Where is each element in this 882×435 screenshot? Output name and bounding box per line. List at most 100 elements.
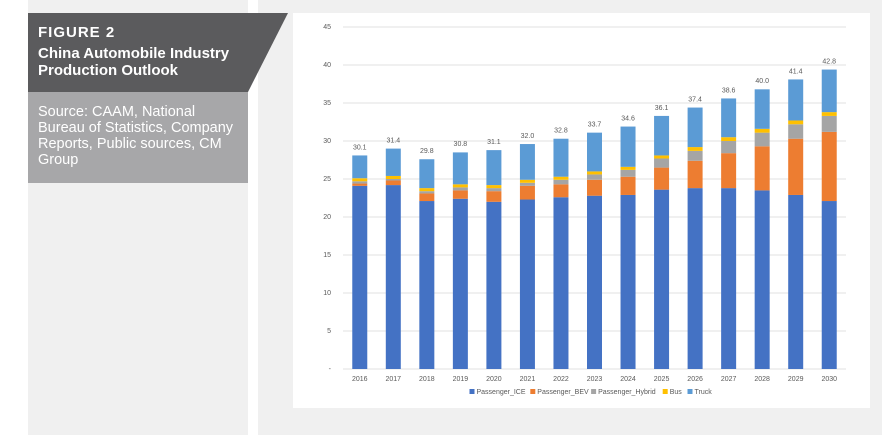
bar-segment — [519, 185, 535, 200]
x-tick-label: 2020 — [486, 376, 502, 383]
total-label: 37.4 — [688, 96, 702, 103]
bar-segment — [687, 107, 703, 148]
bar-segment — [754, 132, 770, 147]
bar-segment — [486, 191, 502, 202]
bar-segment — [788, 79, 804, 121]
legend-swatch — [591, 389, 597, 394]
bar-segment — [419, 191, 435, 194]
bar-segment — [721, 137, 737, 141]
bar-segment — [788, 124, 804, 139]
x-tick-label: 2025 — [654, 376, 670, 383]
bar-segment — [553, 176, 569, 180]
source-box — [28, 92, 248, 183]
bar-segment — [519, 199, 535, 369]
bar-segment — [620, 194, 636, 369]
legend-label: Passenger_ICE — [477, 389, 526, 396]
bar-segment — [654, 115, 670, 156]
legend-label: Truck — [695, 389, 713, 396]
legend-label: Bus — [670, 389, 683, 396]
bar-segment — [687, 147, 703, 151]
total-label: 40.0 — [755, 78, 769, 85]
bar-segment — [721, 98, 737, 138]
bar-segment — [654, 158, 670, 168]
bar-segment — [352, 183, 368, 186]
legend-swatch — [662, 389, 668, 394]
bar-segment — [821, 112, 837, 116]
bar-segment — [687, 188, 703, 369]
x-tick-label: 2021 — [520, 376, 536, 383]
bar-segment — [486, 185, 502, 189]
bar-segment — [620, 169, 636, 177]
bar-segment — [687, 150, 703, 161]
bar-segment — [620, 166, 636, 170]
x-tick-label: 2027 — [721, 376, 737, 383]
x-tick-label: 2024 — [620, 376, 636, 383]
total-label: 42.8 — [822, 58, 836, 65]
x-tick-label: 2017 — [386, 376, 402, 383]
x-tick-label: 2029 — [788, 376, 804, 383]
y-tick-label: 20 — [323, 214, 331, 221]
y-tick-label: - — [329, 366, 332, 373]
bar-segment — [553, 184, 569, 198]
y-tick-label: 25 — [323, 176, 331, 183]
bar-segment — [721, 188, 737, 369]
bar-segment — [352, 178, 368, 182]
bar-segment — [587, 195, 602, 369]
bar-segment — [821, 201, 837, 369]
total-label: 31.1 — [487, 139, 501, 146]
bar-segment — [587, 179, 602, 196]
bar-segment — [519, 144, 535, 180]
total-label: 32.0 — [521, 133, 535, 140]
bar-segment — [452, 184, 468, 188]
bar-segment — [654, 155, 670, 159]
x-tick-label: 2016 — [352, 376, 368, 383]
bar-segment — [419, 188, 435, 192]
bar-segment — [821, 131, 837, 202]
bar-segment — [486, 188, 502, 192]
bar-segment — [452, 198, 468, 369]
y-tick-label: 45 — [323, 24, 331, 31]
total-label: 29.8 — [420, 148, 434, 155]
x-tick-label: 2023 — [587, 376, 603, 383]
legend-swatch — [530, 389, 536, 394]
bar-segment — [385, 175, 401, 179]
source-text: Source: CAAM, National Bureau of Statist… — [38, 104, 234, 168]
bar-segment — [620, 126, 636, 167]
y-tick-label: 10 — [323, 290, 331, 297]
bar-segment — [553, 179, 569, 185]
x-tick-label: 2028 — [754, 376, 770, 383]
bar-segment — [519, 182, 535, 186]
bar-segment — [385, 148, 401, 176]
bar-segment — [687, 160, 703, 189]
bar-segment — [419, 159, 435, 189]
bar-segment — [754, 128, 770, 133]
bar-segment — [587, 132, 602, 172]
total-label: 30.8 — [454, 141, 468, 148]
bar-segment — [452, 152, 468, 185]
bar-segment — [821, 69, 837, 113]
total-label: 34.6 — [621, 115, 635, 122]
bar-segment — [620, 176, 636, 195]
x-tick-label: 2019 — [453, 376, 469, 383]
total-label: 36.1 — [655, 105, 669, 112]
bar-segment — [486, 150, 502, 186]
bar-segment — [788, 120, 804, 125]
bar-segment — [754, 190, 770, 369]
bar-segment — [721, 153, 737, 189]
header-box — [28, 13, 288, 92]
y-tick-label: 40 — [323, 62, 331, 69]
figure-label: FIGURE 2 — [38, 24, 116, 41]
total-label: 33.7 — [588, 121, 602, 128]
bar-segment — [754, 89, 770, 129]
bar-segment — [788, 138, 804, 195]
y-tick-label: 15 — [323, 252, 331, 259]
bar-segment — [385, 185, 401, 369]
legend-label: Passenger_BEV — [537, 389, 589, 396]
y-tick-label: 35 — [323, 100, 331, 107]
x-tick-label: 2030 — [821, 376, 837, 383]
total-label: 30.1 — [353, 144, 367, 151]
bar-segment — [519, 179, 535, 183]
bar-segment — [654, 189, 670, 369]
bar-segment — [352, 185, 368, 369]
total-label: 31.4 — [386, 137, 400, 144]
